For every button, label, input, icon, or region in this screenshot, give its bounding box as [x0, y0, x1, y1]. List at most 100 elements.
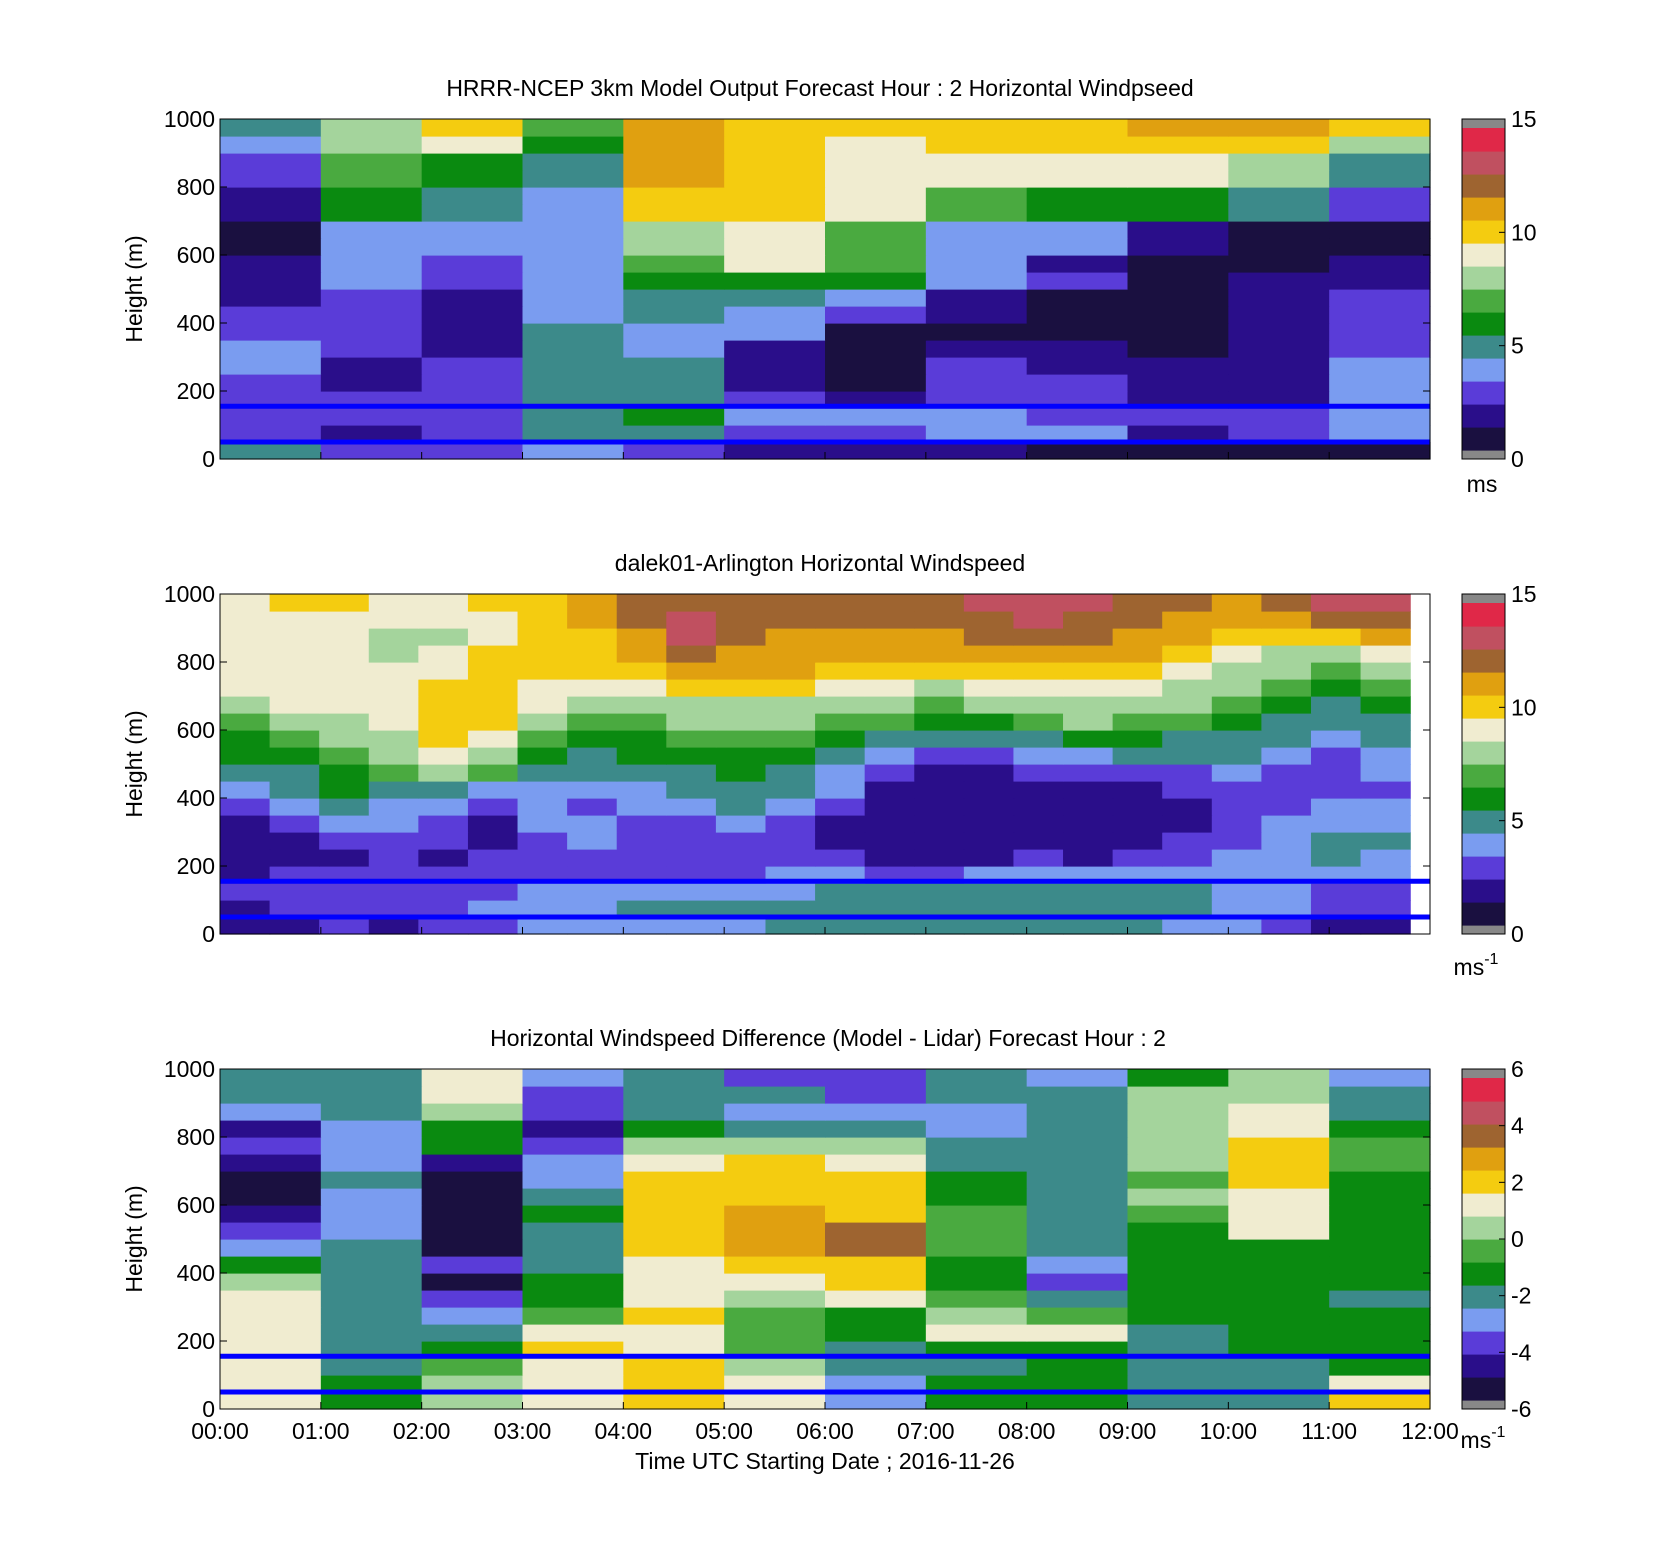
- heatmap-cell: [864, 798, 915, 816]
- colorbar-tick-label: 6: [1511, 1056, 1524, 1082]
- heatmap-cell: [368, 730, 419, 748]
- heatmap-cell: [320, 1205, 423, 1223]
- heatmap-cell: [1127, 1188, 1229, 1206]
- heatmap-cell: [825, 272, 927, 290]
- heatmap-cell: [1127, 1069, 1229, 1087]
- heatmap-cell: [925, 1392, 1028, 1410]
- heatmap-cell: [269, 917, 320, 935]
- heatmap-cell: [1127, 1103, 1229, 1121]
- y-tick-label: 600: [177, 717, 215, 743]
- heatmap-cell: [1261, 594, 1312, 612]
- heatmap-cell: [1127, 1171, 1229, 1189]
- heatmap-cell: [666, 781, 717, 799]
- heatmap-cell: [1162, 900, 1213, 918]
- heatmap-cell: [724, 153, 826, 171]
- heatmap-cell: [467, 900, 519, 918]
- heatmap-cell: [825, 255, 927, 273]
- colorbar-segment: [1462, 1354, 1505, 1378]
- heatmap-cell: [1261, 764, 1312, 782]
- heatmap-cell: [1261, 815, 1312, 833]
- heatmap-cell: [623, 1239, 725, 1257]
- heatmap-cell: [1063, 849, 1114, 867]
- heatmap-cell: [715, 900, 767, 918]
- heatmap-cell: [1261, 832, 1312, 850]
- heatmap-cell: [1360, 832, 1411, 850]
- heatmap-cell: [765, 798, 816, 816]
- heatmap-cell: [1329, 1222, 1431, 1240]
- heatmap-cell: [1112, 781, 1163, 799]
- heatmap-cell: [1329, 1392, 1431, 1410]
- heatmap-cell: [616, 645, 667, 663]
- heatmap-cell: [825, 408, 927, 426]
- heatmap-cell: [1112, 900, 1163, 918]
- model-colorbar-unit: ms: [1467, 471, 1498, 497]
- heatmap-cell: [220, 1188, 322, 1206]
- heatmap-cell: [1013, 798, 1064, 816]
- heatmap-cell: [517, 730, 568, 748]
- heatmap-cell: [1360, 815, 1411, 833]
- heatmap-cell: [1026, 221, 1129, 239]
- heatmap-cell: [522, 323, 624, 341]
- heatmap-cell: [421, 306, 524, 324]
- heatmap-cell: [724, 1222, 826, 1240]
- heatmap-cell: [1329, 408, 1431, 426]
- colorbar-segment: [1462, 197, 1505, 221]
- heatmap-cell: [623, 442, 725, 460]
- heatmap-cell: [623, 1290, 725, 1308]
- heatmap-cell: [220, 1154, 322, 1172]
- heatmap-cell: [522, 1375, 624, 1393]
- heatmap-cell: [220, 594, 271, 612]
- heatmap-cell: [319, 849, 370, 867]
- y-tick-label: 800: [177, 1124, 215, 1150]
- heatmap-cell: [715, 645, 767, 663]
- heatmap-cell: [1026, 136, 1129, 154]
- heatmap-cell: [1228, 255, 1330, 273]
- heatmap-cell: [1261, 679, 1312, 697]
- heatmap-cell: [517, 849, 568, 867]
- colorbar-tick-label: -6: [1511, 1396, 1531, 1422]
- heatmap-cell: [567, 747, 618, 765]
- heatmap-cell: [421, 1256, 524, 1274]
- heatmap-cell: [1228, 1290, 1330, 1308]
- heatmap-cell: [1063, 713, 1114, 731]
- heatmap-cell: [963, 696, 1015, 714]
- heatmap-cell: [467, 815, 519, 833]
- heatmap-cell: [1329, 1256, 1431, 1274]
- heatmap-cell: [666, 798, 717, 816]
- heatmap-cell: [567, 832, 618, 850]
- heatmap-cell: [368, 594, 419, 612]
- heatmap-cell: [220, 883, 271, 901]
- heatmap-cell: [914, 781, 965, 799]
- heatmap-cell: [220, 1358, 322, 1376]
- heatmap-cell: [914, 883, 965, 901]
- heatmap-cell: [567, 815, 618, 833]
- heatmap-cell: [421, 1069, 524, 1087]
- heatmap-cell: [319, 662, 370, 680]
- heatmap-cell: [220, 1324, 322, 1342]
- heatmap-cell: [765, 815, 816, 833]
- heatmap-cell: [715, 815, 767, 833]
- heatmap-cell: [616, 917, 667, 935]
- heatmap-cell: [220, 1103, 322, 1121]
- heatmap-cell: [418, 832, 469, 850]
- heatmap-cell: [1127, 1256, 1229, 1274]
- heatmap-cell: [925, 340, 1028, 358]
- heatmap-cell: [1127, 153, 1229, 171]
- heatmap-cell: [269, 849, 320, 867]
- heatmap-cell: [1228, 323, 1330, 341]
- heatmap-cell: [1013, 815, 1064, 833]
- heatmap-cell: [1228, 306, 1330, 324]
- heatmap-cell: [1112, 832, 1163, 850]
- diff-x-label: Time UTC Starting Date ; 2016-11-26: [635, 1448, 1015, 1474]
- heatmap-cell: [623, 255, 725, 273]
- heatmap-cell: [1063, 798, 1114, 816]
- heatmap-cell: [319, 679, 370, 697]
- heatmap-cell: [1013, 645, 1064, 663]
- heatmap-cell: [220, 1273, 322, 1291]
- colorbar-frame: [1461, 593, 1506, 935]
- heatmap-cell: [815, 696, 866, 714]
- heatmap-cell: [765, 645, 816, 663]
- heatmap-cell: [320, 1103, 423, 1121]
- heatmap-cell: [623, 119, 725, 137]
- heatmap-cell: [220, 136, 322, 154]
